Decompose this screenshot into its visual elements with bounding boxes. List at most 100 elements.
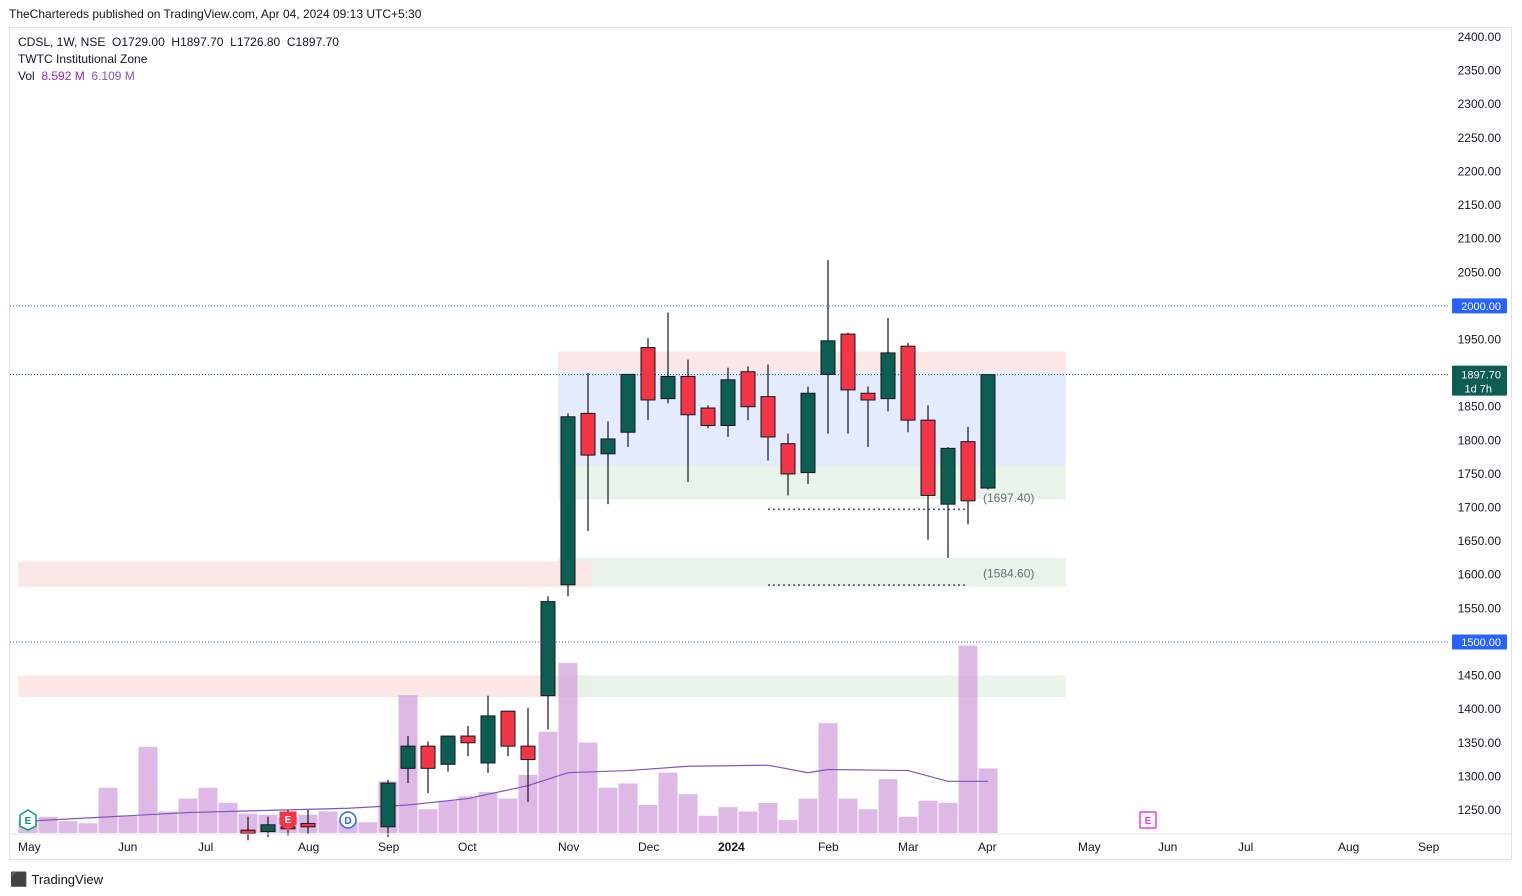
candle-body — [580, 412, 596, 456]
volume-bar — [558, 662, 578, 833]
legend-symbol-row[interactable]: CDSL, 1W, NSE O1729.00 H1897.70 L1726.80… — [18, 35, 339, 49]
time-tick-label: May — [18, 840, 41, 854]
volume-bar — [498, 798, 518, 833]
candle-body — [460, 735, 476, 744]
candle-body — [560, 416, 576, 586]
volume-bar — [98, 787, 118, 833]
volume-bar — [198, 787, 218, 833]
time-tick-label: Aug — [1338, 840, 1359, 854]
price-axis: 1250.00 1300.00 1350.00 1400.00 1450.00 1500.… — [1452, 30, 1507, 817]
time-tick-label: Jul — [198, 840, 213, 854]
volume-bar — [758, 802, 778, 833]
volume-bar — [438, 800, 458, 833]
earnings-marker-label: E — [285, 815, 292, 826]
candle-body — [420, 745, 436, 769]
zone-demand-6 — [558, 675, 1066, 698]
candle-body — [780, 443, 796, 475]
time-tick-label: 2024 — [718, 840, 745, 854]
candle — [520, 707, 536, 802]
price-tick-label: 1550.00 — [1458, 601, 1502, 615]
candle — [780, 433, 796, 496]
legend-symbol: CDSL, 1W, NSE — [18, 35, 106, 49]
price-tick-label: 2200.00 — [1458, 164, 1502, 178]
candle — [900, 342, 916, 433]
last-price-tag-value: 1897.70 — [1461, 370, 1501, 382]
time-tick-label: Jun — [1158, 840, 1177, 854]
price-tick-label: 1600.00 — [1458, 568, 1502, 582]
volume-bar — [118, 815, 138, 833]
volume-bar — [418, 809, 438, 833]
volume-bar — [778, 820, 798, 833]
legend-volume-label: Vol — [18, 69, 35, 83]
candle — [820, 260, 836, 434]
tradingview-logo[interactable]: ⬛ TradingView — [10, 871, 103, 888]
volume-bar — [638, 805, 658, 833]
volume-bar — [938, 802, 958, 833]
price-tick-label: 1450.00 — [1458, 669, 1502, 683]
candle-body — [760, 396, 776, 438]
time-tick-label: Nov — [558, 840, 579, 854]
candle-body — [880, 352, 896, 400]
legend-indicator-row[interactable]: TWTC Institutional Zone — [18, 52, 147, 66]
candle-body — [640, 347, 656, 401]
candle — [840, 332, 856, 434]
zone-demand-3 — [558, 557, 1066, 587]
candle-body — [660, 375, 676, 400]
chart-frame[interactable] — [9, 27, 1512, 860]
legend-open: O1729.00 — [112, 35, 165, 49]
volume-bar — [58, 821, 78, 833]
candle-body — [500, 710, 516, 747]
candle — [380, 779, 396, 837]
candle — [560, 413, 576, 597]
volume-bar — [578, 742, 598, 833]
volume-bar — [538, 731, 558, 833]
candles-layer — [240, 260, 996, 841]
dotted-level-label: (1584.60) — [983, 567, 1034, 581]
volume-bar — [138, 746, 158, 833]
volume-bar — [158, 811, 178, 833]
candle-body — [700, 407, 716, 427]
price-tick-label: 2150.00 — [1458, 198, 1502, 212]
price-tick-label: 2350.00 — [1458, 64, 1502, 78]
volume-bar — [718, 807, 738, 833]
earnings-icon — [279, 811, 297, 831]
volume-bar — [358, 822, 378, 833]
candle-body — [840, 333, 856, 391]
zone-supply-5 — [18, 675, 592, 698]
legend-volume-row[interactable]: Vol 8.592 M 6.109 M — [18, 69, 135, 83]
published-by-text: TheChartereds published on TradingView.c… — [9, 7, 422, 21]
candle-body — [820, 340, 836, 375]
volume-bar — [698, 815, 718, 833]
volume-bar — [838, 798, 858, 833]
dividend-marker-label: D — [344, 816, 351, 827]
earnings-marker-label: E — [1145, 816, 1152, 827]
time-tick-label: Sep — [1418, 840, 1440, 854]
candle-body — [940, 447, 956, 505]
volume-bar — [918, 800, 938, 833]
candle-body — [440, 735, 456, 765]
price-tick-label: 1300.00 — [1458, 769, 1502, 783]
price-tick-label: 1750.00 — [1458, 467, 1502, 481]
candle — [880, 317, 896, 412]
candle — [620, 373, 636, 448]
candle-body — [980, 374, 996, 489]
candle — [980, 374, 996, 490]
volume-bar — [618, 783, 638, 833]
candle — [500, 710, 516, 757]
levels-layer: (1697.40) (1584.60) — [10, 305, 1450, 643]
volume-bar — [978, 768, 998, 833]
candle — [960, 426, 976, 525]
volume-ma-line — [27, 764, 988, 822]
legend-low: L1726.80 — [230, 35, 281, 49]
time-tick-label: Mar — [898, 840, 919, 854]
candle-body — [240, 829, 256, 835]
price-tick-label: 1850.00 — [1458, 400, 1502, 414]
price-tick-label: 2250.00 — [1458, 131, 1502, 145]
volume-bar — [658, 772, 678, 833]
candle — [680, 359, 696, 482]
last-price-tag — [1452, 365, 1507, 396]
candle-body — [520, 745, 536, 761]
price-tick-label: 2050.00 — [1458, 265, 1502, 279]
